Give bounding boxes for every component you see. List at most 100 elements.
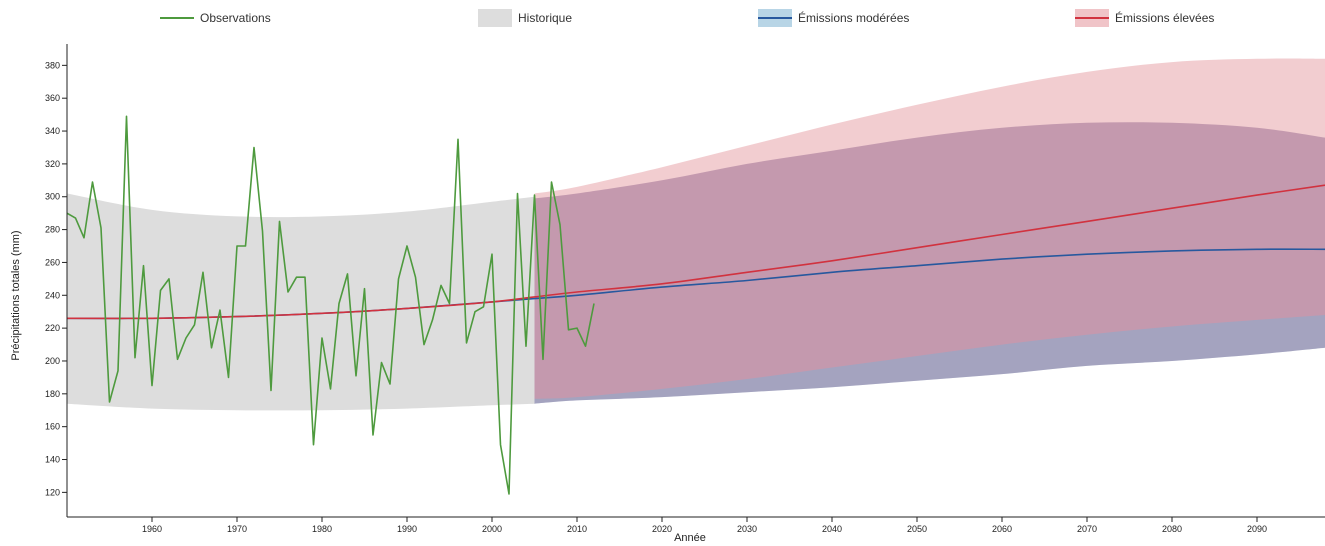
- x-tick-label: 1980: [312, 524, 332, 534]
- observations-point: [575, 326, 579, 330]
- observations-point: [150, 384, 154, 388]
- legend-swatch-observations: [160, 9, 194, 27]
- y-tick-label: 380: [45, 60, 60, 70]
- observations-point: [303, 275, 307, 279]
- x-tick-label: 2080: [1162, 524, 1182, 534]
- observations-point: [473, 310, 477, 314]
- legend-label-emissions-moderees: Émissions modérées: [798, 11, 910, 25]
- y-axis-title: Précipitations totales (mm): [10, 230, 22, 360]
- observations-point: [558, 223, 562, 227]
- observations-point: [414, 275, 418, 279]
- legend-item-observations[interactable]: Observations: [160, 9, 271, 27]
- observations-line: [66, 115, 595, 495]
- observations-point: [541, 357, 545, 361]
- y-tick-label: 120: [45, 487, 60, 497]
- observations-point: [108, 400, 112, 404]
- y-tick-label: 320: [45, 159, 60, 169]
- observations-point: [91, 180, 95, 184]
- x-tick-label: 2090: [1247, 524, 1267, 534]
- observations-point: [448, 301, 452, 305]
- observations-point: [584, 344, 588, 348]
- emissions-elevees-line: [66, 184, 1325, 320]
- lines-layer: [66, 114, 1325, 496]
- observations-point: [210, 346, 214, 350]
- observations-point: [346, 272, 350, 276]
- x-tick-label: 2030: [737, 524, 757, 534]
- observations-point: [184, 336, 188, 340]
- y-tick-label: 180: [45, 389, 60, 399]
- x-tick-label: 1970: [227, 524, 247, 534]
- observations-point: [363, 287, 367, 291]
- observations-point: [439, 283, 443, 287]
- legend-label-historique: Historique: [518, 11, 573, 25]
- observations-point: [397, 277, 401, 281]
- observations-point: [125, 114, 129, 118]
- observations-point: [159, 288, 163, 292]
- observations-point: [218, 308, 222, 312]
- y-tick-label: 220: [45, 323, 60, 333]
- observations-point: [422, 343, 426, 347]
- x-tick-label: 2040: [822, 524, 842, 534]
- observations-point: [74, 216, 78, 220]
- legend-item-historique[interactable]: Historique: [478, 9, 572, 27]
- observations-point: [133, 356, 137, 360]
- observations-point: [550, 180, 554, 184]
- observations-point: [261, 229, 265, 233]
- legend-label-emissions-elevees: Émissions élevées: [1115, 11, 1215, 25]
- y-tick-label: 280: [45, 225, 60, 235]
- observations-point: [380, 361, 384, 365]
- observations-point: [227, 375, 231, 379]
- observations-point: [142, 264, 146, 268]
- x-tick-label: 2010: [567, 524, 587, 534]
- observations-point: [235, 244, 239, 248]
- observations-point: [388, 382, 392, 386]
- observations-point: [354, 374, 358, 378]
- x-tick-label: 2050: [907, 524, 927, 534]
- legend-item-emissions-elevees[interactable]: Émissions élevées: [1075, 9, 1214, 27]
- observations-point: [193, 323, 197, 327]
- y-tick-label: 160: [45, 422, 60, 432]
- legend-item-emissions-moderees[interactable]: Émissions modérées: [758, 9, 909, 27]
- observations-point: [312, 443, 316, 447]
- observations-point: [269, 389, 273, 393]
- y-tick-label: 260: [45, 257, 60, 267]
- observations-point: [286, 290, 290, 294]
- x-tick-label: 2020: [652, 524, 672, 534]
- observations-point: [499, 443, 503, 447]
- x-tick-label: 2060: [992, 524, 1012, 534]
- observations-point: [524, 344, 528, 348]
- observations-point: [482, 305, 486, 309]
- observations-point: [167, 277, 171, 281]
- y-tick-label: 340: [45, 126, 60, 136]
- historique-band: [67, 193, 535, 411]
- observations-point: [456, 137, 460, 141]
- observations-point: [465, 341, 469, 345]
- legend-swatch-historique: [478, 9, 512, 27]
- observations-point: [320, 336, 324, 340]
- observations-point: [278, 219, 282, 223]
- y-tick-label: 300: [45, 192, 60, 202]
- band-overlap: [534, 122, 1325, 404]
- observations-point: [82, 236, 86, 240]
- observations-point: [371, 433, 375, 437]
- observations-point: [252, 145, 256, 149]
- legend-swatch-emissions-elevees: [1075, 9, 1109, 27]
- observations-point: [116, 369, 120, 373]
- emissions-elevees-band: [534, 58, 1325, 399]
- x-axis-title: Année: [674, 532, 706, 544]
- observations-point: [592, 301, 596, 305]
- observations-point: [567, 328, 571, 332]
- observations-point: [507, 492, 511, 496]
- y-tick-label: 360: [45, 93, 60, 103]
- observations-point: [533, 193, 537, 197]
- bands-layer: [67, 58, 1325, 411]
- observations-point: [337, 301, 341, 305]
- x-tick-label: 1960: [142, 524, 162, 534]
- observations-point: [295, 275, 299, 279]
- observations-point: [431, 318, 435, 322]
- x-tick-label: 2070: [1077, 524, 1097, 534]
- y-tick-label: 140: [45, 455, 60, 465]
- observations-point: [244, 244, 248, 248]
